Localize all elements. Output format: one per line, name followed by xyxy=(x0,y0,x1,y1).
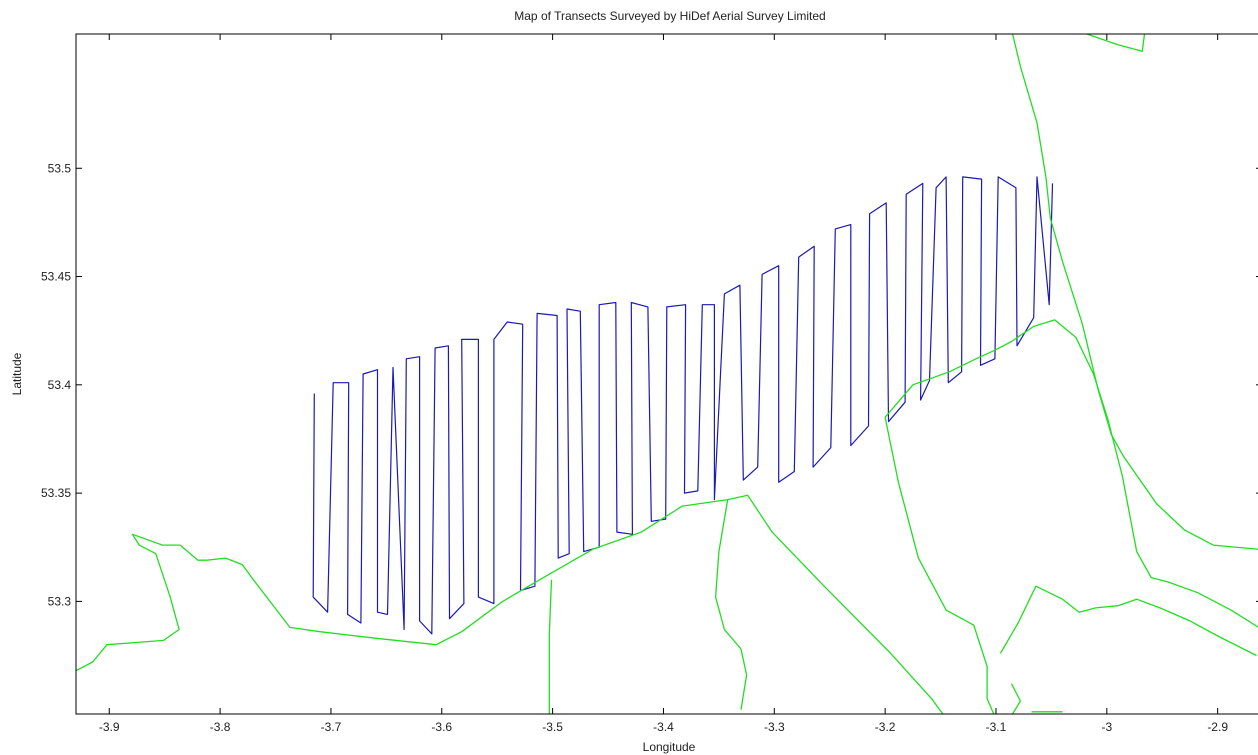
coastline-segment-5 xyxy=(548,579,553,714)
x-tick-label: -3.2 xyxy=(875,720,896,734)
x-tick-label: -3.6 xyxy=(431,720,452,734)
x-tick-label: -3.8 xyxy=(210,720,231,734)
coastline-segment-7 xyxy=(999,585,1257,657)
y-axis-label: Latitude xyxy=(10,352,24,395)
coastline-segment-8 xyxy=(1086,34,1146,52)
coastline-segment-9 xyxy=(1010,683,1022,714)
y-tick-label: 53.45 xyxy=(41,270,71,284)
x-tick-label: -3.3 xyxy=(764,720,785,734)
coastline-segment-6 xyxy=(1011,34,1258,550)
coastline-segment-4 xyxy=(714,499,748,710)
y-tick-label: 53.3 xyxy=(48,594,72,608)
coastline-segment-2 xyxy=(884,319,1258,628)
x-tick-label: -2.9 xyxy=(1207,720,1228,734)
y-axis-ticks: 53.3 53.35 53.4 53.45 53.5 xyxy=(41,161,1258,608)
x-tick-label: -3.1 xyxy=(986,720,1007,734)
x-axis-ticks: -3.9 -3.8 -3.7 -3.6 -3.5 -3.4 -3.3 -3.2 -3.1 -3 -2… xyxy=(99,34,1228,734)
x-tick-label: -3 xyxy=(1101,720,1112,734)
chart-title: Map of Transects Surveyed by HiDef Aeria… xyxy=(514,9,825,23)
coastline-segment-1 xyxy=(76,494,944,714)
x-tick-label: -3.4 xyxy=(653,720,674,734)
transect-flight-path xyxy=(312,176,1054,635)
y-tick-label: 53.5 xyxy=(48,161,72,175)
plot-area-frame xyxy=(75,33,1258,715)
x-axis-label: Longitude xyxy=(643,740,696,754)
coastline-segment-3 xyxy=(884,417,995,714)
x-tick-label: -3.5 xyxy=(542,720,563,734)
y-tick-label: 53.35 xyxy=(41,486,71,500)
y-tick-label: 53.4 xyxy=(48,378,72,392)
series-layer xyxy=(76,34,1258,714)
x-tick-label: -3.9 xyxy=(99,720,120,734)
x-tick-label: -3.7 xyxy=(321,720,342,734)
